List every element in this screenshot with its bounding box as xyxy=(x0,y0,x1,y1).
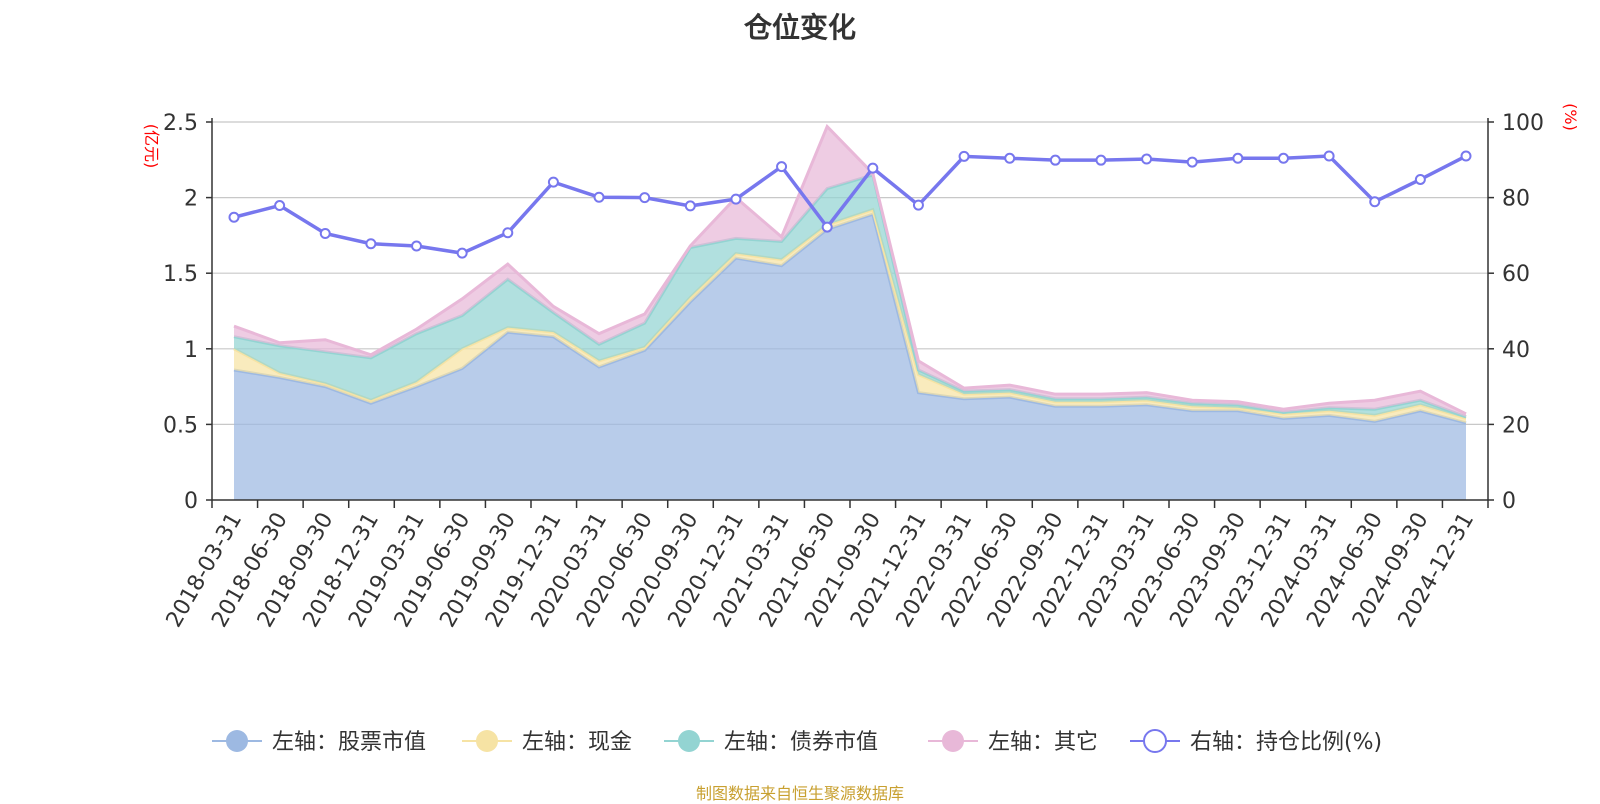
ratio-point xyxy=(319,228,331,240)
area-bond xyxy=(234,174,1466,419)
left-tick-label: 2 xyxy=(184,187,198,212)
ratio-point xyxy=(1141,153,1153,165)
area-edge-other xyxy=(233,123,1467,416)
ratio-point xyxy=(547,176,559,188)
ratio-point xyxy=(456,247,468,259)
legend-label: 右轴：持仓比例(%) xyxy=(1190,730,1382,755)
legend-label: 左轴：债券市值 xyxy=(724,730,878,755)
left-tick-label: 2.5 xyxy=(163,111,198,136)
legend-label: 左轴：现金 xyxy=(522,730,632,755)
ratio-point xyxy=(1460,150,1472,162)
ratio-point xyxy=(958,150,970,162)
ratio-point xyxy=(1232,152,1244,164)
ratio-point xyxy=(1186,156,1198,168)
ratio-point xyxy=(1277,152,1289,164)
ratio-point xyxy=(593,191,605,203)
ratio-point xyxy=(1095,154,1107,166)
left-axis-unit: (亿元) xyxy=(142,124,161,169)
ratio-point xyxy=(365,238,377,250)
ratio-point xyxy=(1323,150,1335,162)
ratio-point xyxy=(912,199,924,211)
area-stock xyxy=(234,214,1466,500)
ratio-point xyxy=(821,221,833,233)
ratio-point xyxy=(867,162,879,174)
legend-marker xyxy=(476,730,498,752)
right-tick-label: 20 xyxy=(1502,413,1530,438)
left-tick-label: 0.5 xyxy=(163,413,198,438)
right-tick-label: 40 xyxy=(1502,338,1530,363)
source-note: 制图数据来自恒生聚源数据库 xyxy=(695,786,904,803)
ratio-point xyxy=(502,227,514,239)
left-tick-label: 1 xyxy=(184,338,198,363)
right-tick-label: 80 xyxy=(1502,187,1530,212)
ratio-point xyxy=(274,200,286,212)
legend-label: 左轴：其它 xyxy=(988,730,1098,755)
ratio-point xyxy=(776,161,788,173)
left-tick-label: 1.5 xyxy=(163,262,198,287)
right-tick-label: 0 xyxy=(1502,489,1516,514)
ratio-point xyxy=(1369,196,1381,208)
right-tick-label: 100 xyxy=(1502,111,1544,136)
ratio-point xyxy=(411,240,423,252)
right-axis-unit: (%) xyxy=(1561,103,1580,131)
legend-marker xyxy=(1143,729,1167,753)
legend-label: 左轴：股票市值 xyxy=(272,730,426,755)
ratio-line xyxy=(233,154,1467,255)
legend-marker xyxy=(942,730,964,752)
chart-title: 仓位变化 xyxy=(743,12,856,43)
ratio-point xyxy=(730,193,742,205)
ratio-point xyxy=(684,200,696,212)
ratio-point xyxy=(1414,173,1426,185)
ratio-point xyxy=(228,211,240,223)
legend-marker xyxy=(678,730,700,752)
ratio-point xyxy=(1004,152,1016,164)
ratio-point xyxy=(639,192,651,204)
left-tick-label: 0 xyxy=(184,489,198,514)
ratio-point xyxy=(1049,154,1061,166)
legend-marker xyxy=(226,730,248,752)
right-tick-label: 60 xyxy=(1502,262,1530,287)
